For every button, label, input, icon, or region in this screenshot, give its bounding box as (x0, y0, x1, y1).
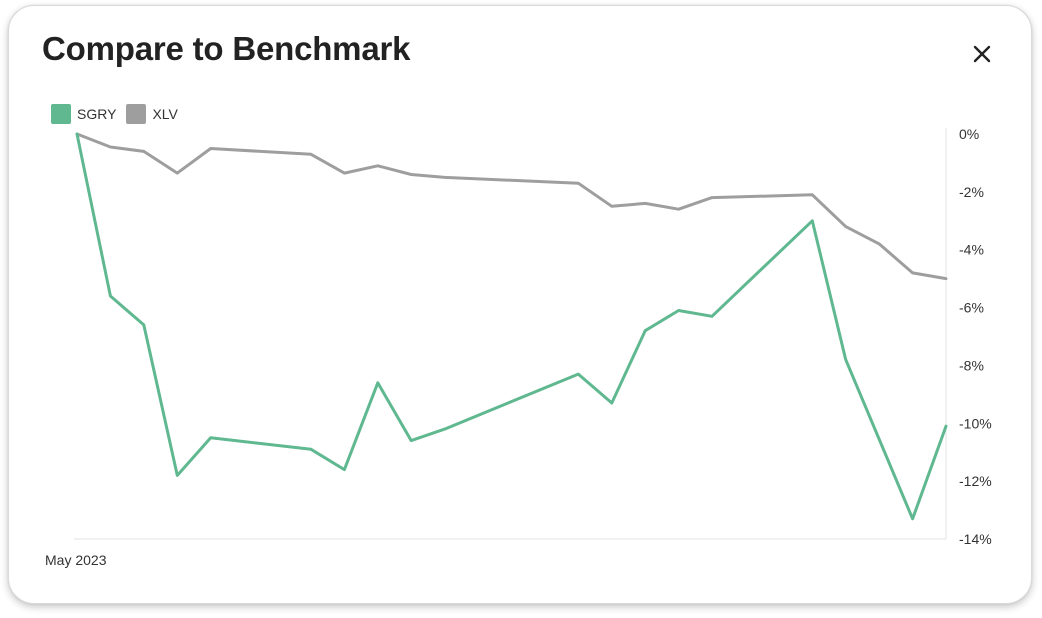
line-chart: 0% -2% -4% -6% -8% -10% -12% -14% May 2023 (45, 126, 992, 568)
y-tick-label: -14% (959, 531, 992, 547)
y-tick-label: -6% (959, 300, 984, 316)
chart-series (75, 132, 948, 521)
legend-swatch-xlv (126, 104, 147, 124)
legend-swatch-sgry (51, 104, 71, 124)
x-tick-label: May 2023 (45, 552, 107, 568)
legend-label-sgry: SGRY (77, 106, 117, 122)
modal-title: Compare to Benchmark (42, 30, 411, 67)
close-icon[interactable] (969, 41, 995, 67)
y-tick-label: -12% (959, 473, 992, 489)
y-tick-label: -10% (959, 415, 992, 431)
legend-item-xlv[interactable]: XLV (126, 104, 178, 124)
chart-axes (74, 128, 947, 540)
series-line-sgry (75, 132, 948, 521)
y-tick-label: 0% (959, 126, 979, 142)
y-tick-label: -4% (959, 242, 984, 258)
chart-legend: SGRY XLV (51, 104, 188, 124)
y-tick-label: -2% (959, 184, 984, 200)
series-line-xlv (75, 132, 948, 281)
y-tick-label: -8% (959, 357, 984, 373)
legend-item-sgry[interactable]: SGRY (51, 104, 116, 124)
compare-benchmark-modal: Compare to Benchmark SGRY XLV 0% -2% -4% -6… (8, 5, 1032, 604)
chart-tick-labels: 0% -2% -4% -6% -8% -10% -12% -14% May 2023 (45, 126, 992, 568)
legend-label-xlv: XLV (152, 106, 178, 122)
